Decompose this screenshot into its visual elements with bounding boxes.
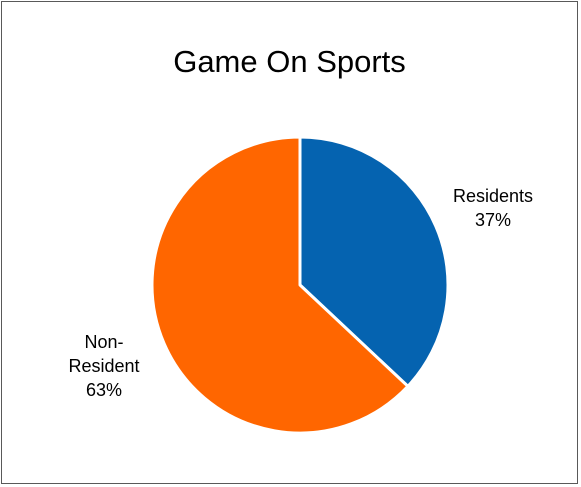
data-label-line: Non- bbox=[84, 332, 123, 352]
data-label-line: 37% bbox=[475, 210, 511, 230]
chart-title: Game On Sports bbox=[173, 44, 406, 79]
data-label-non-resident: Non- Resident 63% bbox=[68, 332, 139, 400]
data-label-line: 63% bbox=[86, 380, 122, 400]
data-label-residents: Residents 37% bbox=[453, 186, 533, 230]
pie-slices bbox=[150, 135, 450, 435]
data-label-line: Residents bbox=[453, 186, 533, 206]
pie-slice-residents bbox=[298, 135, 450, 388]
pie-labels: Residents 37% Non- Resident 63% bbox=[68, 186, 533, 400]
data-label-line: Resident bbox=[68, 356, 139, 376]
pie-slice-non-resident bbox=[150, 135, 410, 435]
